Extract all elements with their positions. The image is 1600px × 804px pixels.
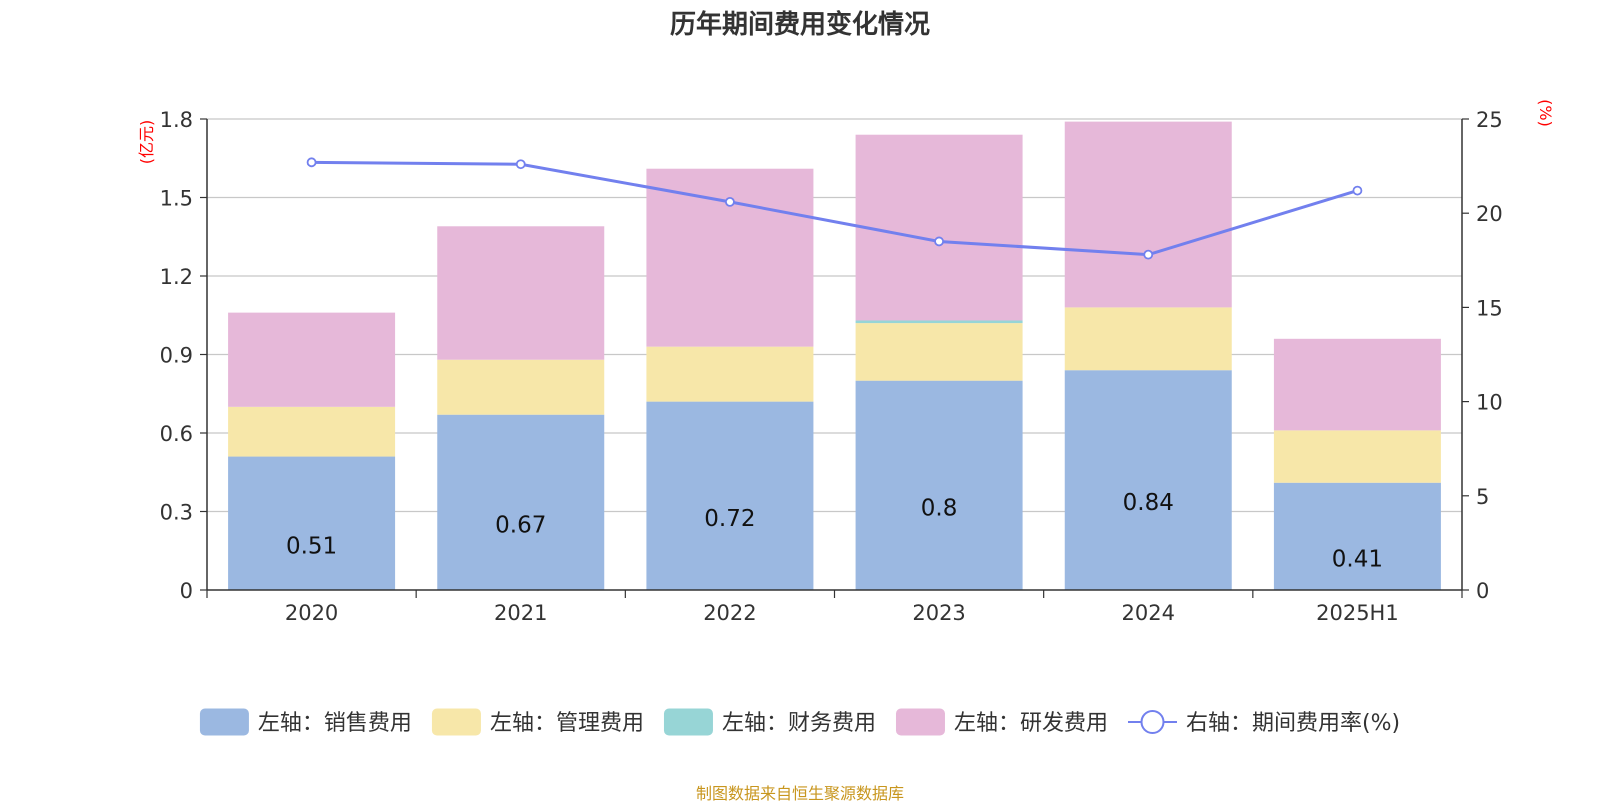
bar-data-label: 0.72 — [704, 506, 755, 532]
bar-data-label: 0.67 — [495, 512, 546, 538]
right-axis-tick-label: 15 — [1476, 296, 1503, 320]
expense-rate-point — [725, 196, 735, 207]
right-axis-tick-label: 25 — [1476, 108, 1503, 132]
bar-segment-1 — [228, 406, 396, 457]
legend-swatch-2[interactable] — [663, 708, 713, 736]
expense-rate-line — [311, 160, 1358, 257]
bar-segment-0 — [855, 380, 1023, 590]
left-axis-tick-label: 0.9 — [160, 344, 193, 368]
chart-title: 历年期间费用变化情况 — [669, 10, 930, 40]
expense-rate-point — [934, 236, 944, 247]
right-axis-tick-label: 0 — [1476, 579, 1489, 603]
x-axis-tick-label: 2020 — [285, 601, 338, 625]
bar-data-label: 0.41 — [1332, 546, 1383, 572]
x-axis-tick-label: 2024 — [1122, 601, 1175, 625]
bar-data-label: 0.84 — [1123, 490, 1174, 516]
x-axis-tick-label: 2025H1 — [1316, 601, 1399, 625]
bar-segment-3 — [646, 168, 814, 347]
legend-swatch-3[interactable] — [895, 708, 945, 736]
bar-segment-1 — [1273, 430, 1441, 483]
x-axis-tick-label: 2022 — [703, 601, 756, 625]
data-source-note: 制图数据来自恒生聚源数据库 — [695, 784, 904, 803]
expense-rate-point — [1143, 249, 1154, 260]
bar-data-label: 0.8 — [921, 495, 958, 521]
x-axis-tick-label: 2021 — [494, 601, 547, 625]
legend-label: 右轴：期间费用率(%) — [1186, 711, 1400, 736]
expense-rate-point — [515, 159, 526, 170]
expense-rate-point — [1352, 185, 1363, 196]
bar-data-label: 0.51 — [286, 533, 337, 559]
right-axis-tick-label: 20 — [1476, 202, 1503, 226]
x-axis-tick-label: 2023 — [912, 601, 965, 625]
bar-segment-1 — [855, 323, 1023, 381]
left-axis-tick-label: 0 — [180, 579, 193, 603]
bar-segment-0 — [228, 456, 396, 590]
legend-swatch-1[interactable] — [431, 708, 481, 736]
bar-segment-0 — [1273, 482, 1441, 590]
right-axis-unit-label: (%) — [1536, 99, 1555, 127]
left-axis-tick-label: 1.5 — [160, 187, 193, 211]
legend-marker-icon — [1140, 710, 1165, 734]
legend-label: 左轴：管理费用 — [490, 711, 644, 736]
bar-segment-0 — [1064, 370, 1232, 590]
right-axis-tick-label: 5 — [1476, 485, 1489, 509]
bar-segment-0 — [437, 414, 605, 590]
expense-rate-point — [306, 157, 317, 168]
bar-segment-3 — [1064, 121, 1232, 308]
right-axis-tick-label: 10 — [1476, 391, 1503, 415]
left-axis-tick-label: 0.6 — [160, 422, 193, 446]
bar-segment-3 — [1273, 338, 1441, 431]
legend-label: 左轴：财务费用 — [722, 711, 876, 736]
legend-swatch-0[interactable] — [199, 708, 249, 736]
bar-segment-3 — [228, 312, 396, 407]
left-axis-unit-label: (亿元) — [137, 120, 156, 165]
bar-segment-1 — [646, 346, 814, 402]
left-axis-tick-label: 0.3 — [160, 501, 193, 525]
bar-segment-3 — [437, 226, 605, 360]
bar-segment-1 — [437, 359, 605, 415]
legend-label: 左轴：销售费用 — [258, 711, 412, 736]
bar-segment-0 — [646, 401, 814, 590]
bar-segment-3 — [855, 134, 1023, 321]
chart-area: 0 0.3 0.6 0.9 1.2 1.5 1.8 0 5 10 15 20 25 (亿元) (%) 0.51… — [137, 99, 1555, 736]
bar-segment-1 — [1064, 307, 1232, 371]
left-axis-tick-label: 1.8 — [160, 108, 193, 132]
legend-label: 左轴：研发费用 — [954, 711, 1108, 736]
left-axis-tick-label: 1.2 — [160, 265, 193, 289]
bar-segment-2 — [855, 320, 1023, 324]
